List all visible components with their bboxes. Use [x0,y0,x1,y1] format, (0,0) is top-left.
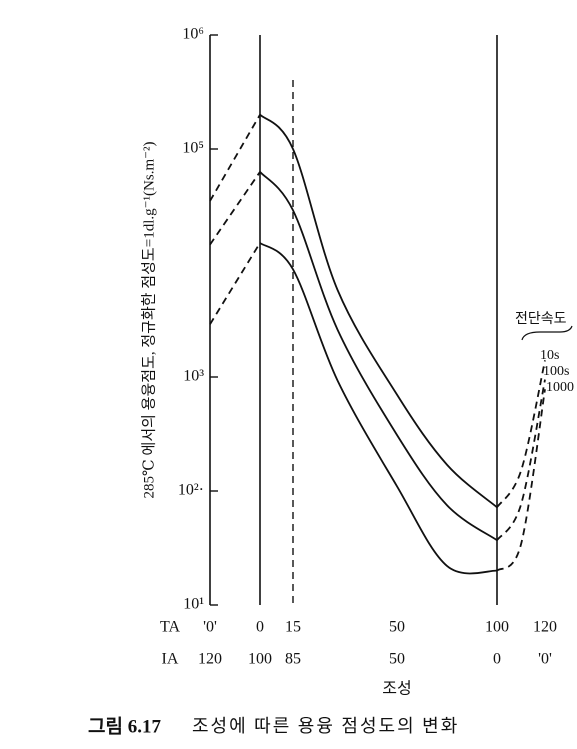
curve [496,360,546,508]
brace [521,325,573,341]
legend-label: 100s [543,364,569,379]
curve [209,171,261,246]
row-label: IA [162,651,179,668]
y-tick-label: 10³ [183,368,204,385]
curve [259,113,498,508]
y-tick-label: 10⁶ [182,26,204,43]
x-tick-label-ia: 0 [493,651,501,668]
y-tick-label: 10¹ [183,596,204,613]
curve [209,242,261,325]
x-tick-label-ia: 100 [248,651,272,668]
x-tick-label: 120 [533,619,557,636]
y-tick-label: 10²· [178,482,204,499]
x-tick-label-ia: 50 [389,651,405,668]
legend-label: 1000 [546,380,574,395]
legend-label: 10s [540,348,559,363]
x-tick-label: 100 [485,619,509,636]
row-label: TA [160,619,180,636]
x-tick-label-ia: 120 [198,651,222,668]
curve [259,242,498,575]
curve [496,379,546,541]
x-tick-label: '0' [203,619,217,636]
y-axis-label: 285℃ 에서의 용융점도, 정규화한 점성도=1dl.g⁻¹(Ns.m⁻²) [140,141,157,498]
caption: 조성에 따른 용융 점성도의 변화 [192,716,459,736]
x-tick-label-ia: '0' [538,651,552,668]
legend-title: 전단속도 [515,311,567,327]
x-tick-label: 0 [256,619,264,636]
x-tick-label: 50 [389,619,405,636]
y-tick-label: 10⁵ [182,140,204,157]
caption-label: 그림 6.17 [88,715,161,737]
x-axis-label: 조성 [382,680,411,698]
x-tick-label-ia: 85 [285,651,301,668]
x-tick-label: 15 [285,619,301,636]
curve [496,389,546,572]
curve [209,114,261,202]
curve [259,171,498,541]
